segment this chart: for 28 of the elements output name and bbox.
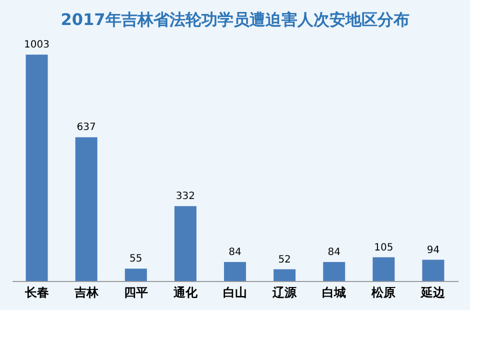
bar: [224, 262, 246, 281]
bar: [323, 262, 346, 281]
bar: [422, 260, 444, 281]
bar: [75, 137, 98, 281]
chart-title: 2017年吉林省法轮功学员遭迫害人次安地区分布: [60, 10, 410, 29]
x-tick-label: 四平: [124, 286, 148, 300]
bar: [26, 54, 48, 281]
x-tick-label: 白山: [223, 286, 247, 300]
data-label: 84: [228, 247, 242, 258]
data-label: 84: [328, 247, 340, 258]
data-label: 1003: [24, 40, 50, 51]
x-tick-label: 长春: [24, 286, 49, 300]
x-tick-label: 白城: [322, 286, 346, 300]
data-label: 52: [278, 254, 291, 266]
data-label: 55: [130, 254, 142, 265]
x-tick-label: 通化: [172, 286, 198, 300]
x-tick-label: 吉林: [73, 286, 100, 300]
bar: [174, 206, 196, 281]
x-tick-label: 延边: [420, 286, 446, 300]
data-label: 637: [76, 122, 96, 134]
bar: [274, 269, 296, 281]
x-tick-label: 松原: [370, 286, 396, 300]
bar: [372, 257, 395, 281]
data-label: 332: [176, 191, 195, 202]
bar: [124, 268, 147, 281]
data-label: 105: [374, 242, 394, 254]
x-tick-label: 辽源: [272, 286, 298, 300]
data-label: 94: [426, 244, 440, 256]
